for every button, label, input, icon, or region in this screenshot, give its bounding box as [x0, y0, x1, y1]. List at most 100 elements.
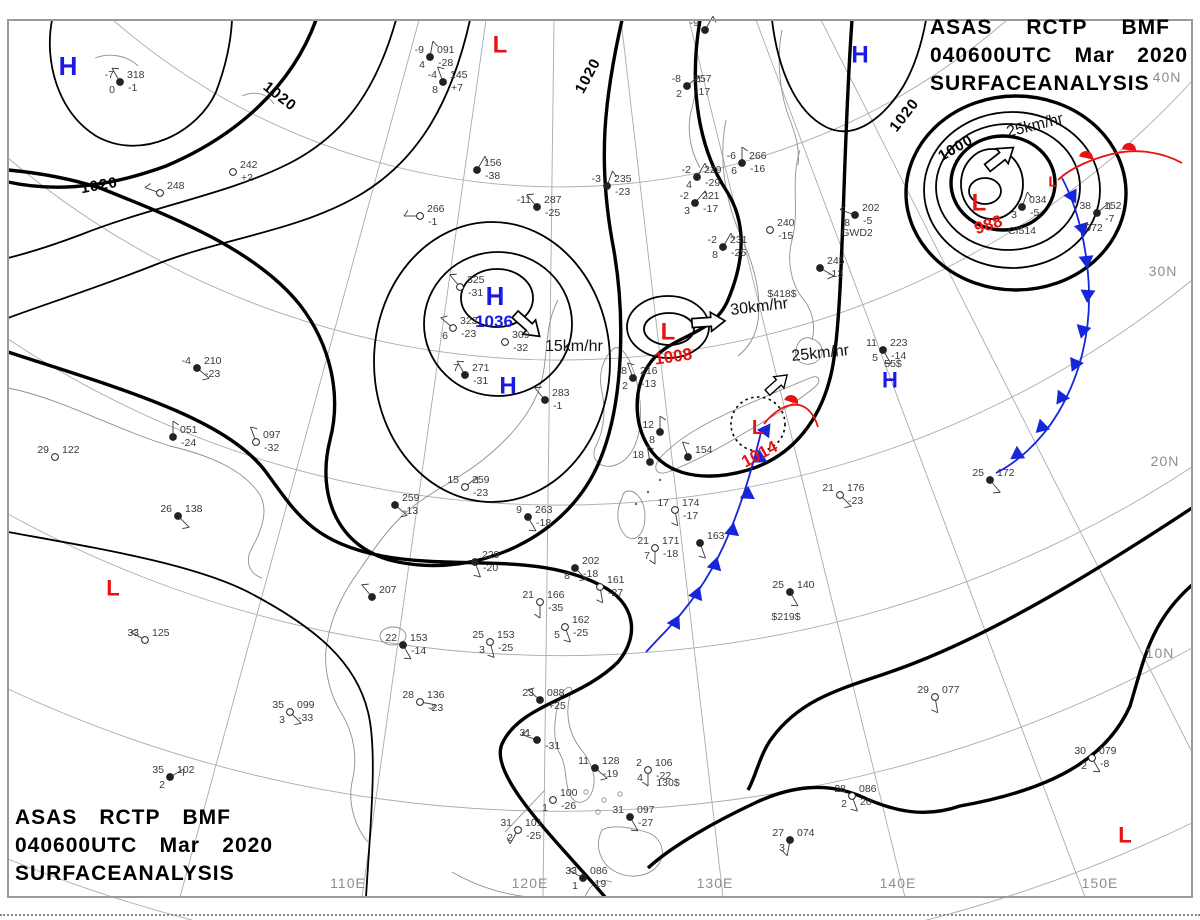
station-temp: 2 [636, 757, 642, 769]
cold-front-triangle [1010, 445, 1026, 460]
station-change: -26 [561, 800, 576, 812]
title-word: RCTP [1026, 16, 1088, 39]
station-plot: 15 259-23 [447, 474, 489, 499]
station-change: -38 [485, 170, 500, 182]
station-change: -19 [603, 768, 618, 780]
station-circle [368, 593, 376, 601]
station-plot: -9 091-28 4 [415, 40, 455, 71]
longitude-label: 150E [1082, 875, 1119, 891]
low-center-symbol: L [493, 32, 508, 59]
wind-barb-feather [612, 170, 617, 177]
misc-labels: $418$ $219$ 972 CI514 55$ 130$ [656, 222, 1103, 789]
station-change: -18 [536, 517, 551, 529]
title-word: SURFACE [930, 72, 1038, 95]
wind-barb-feather [521, 730, 528, 735]
title-word: RCTP [99, 806, 161, 829]
isobar-south [7, 531, 374, 898]
station-circle [603, 182, 611, 190]
station-temp: 35 [152, 764, 164, 776]
station-pressure: 102 [177, 764, 195, 776]
wind-barb-feather [403, 657, 412, 660]
station-pressure: 099 [297, 699, 315, 711]
station-plot: 266-1 [403, 203, 445, 228]
wind-barb-feather [642, 781, 649, 787]
station-circle [786, 836, 794, 844]
station-circle [536, 598, 544, 606]
station-change: -7 [1105, 213, 1114, 225]
station-pressure: 323 [460, 315, 478, 327]
station-temp: 8 [621, 365, 627, 377]
wind-barb-feather [440, 315, 448, 319]
station-pressure: 259 [402, 492, 420, 504]
wind-barb-feather [456, 360, 465, 363]
station-dewpoint: 6 [731, 165, 737, 177]
station-plot: 11 223-14 5 [866, 337, 908, 365]
station-circle [461, 371, 469, 379]
wind-barb-feather [172, 420, 179, 426]
wind-barb-feather [659, 415, 666, 421]
title-word: ASAS [15, 806, 78, 829]
station-plot: 17 174-17 [657, 497, 700, 527]
station-temp: 26 [160, 503, 172, 515]
station-temp: 29 [917, 684, 929, 696]
station-circle [671, 506, 679, 514]
cold-front-triangle [1070, 356, 1084, 372]
station-change: 20 [860, 796, 872, 808]
title-bottom-left: ASAS RCTP BMF 040600UTC Mar 2020 SURFACE… [15, 806, 277, 890]
station-temp: 31 [500, 817, 512, 829]
station-change: -31 [473, 375, 488, 387]
station-pressure: 152 [1104, 200, 1122, 212]
station-pressure: 097 [637, 804, 655, 816]
station-pressure: 223 [890, 337, 908, 349]
station-dewpoint: 0 [109, 84, 115, 96]
station-pressure: 122 [62, 444, 80, 456]
station-circle [416, 212, 424, 220]
title-line-2: 040600UTC Mar 2020 [15, 834, 273, 862]
station-dewpoint: 1 [572, 880, 578, 892]
station-plot: 051-24 [169, 420, 198, 449]
station-pressure: 136 [427, 689, 445, 701]
isobar-1020 [7, 19, 624, 568]
title-word: 040600UTC [15, 834, 138, 857]
station-pressure: 162 [572, 614, 590, 626]
station-temp: 11 [578, 755, 589, 767]
station-dewpoint: 5 [554, 629, 560, 641]
station-circle [646, 458, 654, 466]
station-circle [549, 796, 557, 804]
station-temp: -6 [727, 150, 736, 162]
misc-label: $418$ [767, 288, 796, 300]
station-plot: 33 125 [127, 627, 170, 644]
wind-barb-feather [449, 273, 457, 276]
station-temp: -9 [690, 17, 699, 29]
station-circle [629, 374, 637, 382]
station-plot: 163 [696, 530, 725, 559]
station-change: -18 [583, 568, 598, 580]
station-plot: -9 [690, 15, 717, 34]
misc-label: 972 [1085, 222, 1103, 234]
station-pressure: 077 [942, 684, 960, 696]
station-change: -15 [778, 230, 793, 242]
station-pressure: 128 [602, 755, 620, 767]
station-dewpoint: 1 [542, 802, 548, 814]
station-change: -19 [591, 878, 606, 890]
station-pressure: 210 [204, 355, 222, 367]
station-temp: 21 [522, 589, 534, 601]
wind-barb-feather [111, 67, 120, 70]
wind-barb-feather [202, 377, 210, 381]
station-change: -20 [483, 562, 498, 574]
station-circle [738, 159, 746, 167]
movement-speed-label: 15km/hr [545, 338, 603, 355]
station-temp: 28 [402, 689, 414, 701]
wind-barb-feather [704, 162, 709, 170]
isobar-1020 [904, 94, 1128, 292]
station-change: -35 [548, 602, 563, 614]
station-temp: 15 [447, 474, 459, 486]
station-plot: 242+2 [229, 159, 258, 184]
wind-barb-feather [730, 232, 735, 240]
station-temp: 29 [37, 444, 49, 456]
station-circle [656, 428, 664, 436]
station-circle [473, 166, 481, 174]
station-dewpoint: 8 [649, 434, 655, 446]
station-change: -29 [705, 177, 720, 189]
isobar-southeast [746, 506, 1193, 791]
